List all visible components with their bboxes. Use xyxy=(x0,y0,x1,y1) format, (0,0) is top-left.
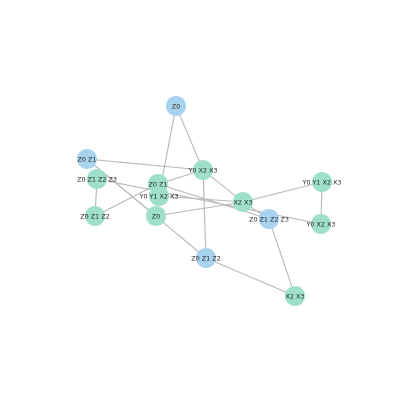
edge-n_z0z1z2_bottom-n_x2x3_bottom xyxy=(205,257,296,297)
node-circle xyxy=(146,206,166,226)
node-circle xyxy=(77,149,97,169)
node-label: Z0 Z1 xyxy=(149,181,168,189)
edge-n_z0z1z2z3_left-n_y0x2x3_right xyxy=(96,178,322,225)
node-circle xyxy=(193,160,213,180)
edge-n_z0_top-n_y0x2x3_top xyxy=(175,105,204,171)
node-label: Z0 Z1 Z2 Z3 xyxy=(77,176,117,184)
edge-n_z0z1_left-n_z0z1z2_bottom xyxy=(86,158,207,259)
node-n_y0x2x3_top: Y0 X2 X3 xyxy=(188,160,218,180)
node-label: Z0 Z1 Z2 xyxy=(191,255,220,263)
node-label: Y0 Y1 X2 X3 xyxy=(139,193,179,201)
node-label: Z0 Z1 xyxy=(78,156,97,164)
node-circle xyxy=(259,209,279,229)
node-label: Z0 xyxy=(152,213,160,221)
node-n_z0z1z2_bottom: Z0 Z1 Z2 xyxy=(191,248,221,268)
node-circle xyxy=(149,186,169,206)
node-circle xyxy=(196,248,216,268)
node-circle xyxy=(87,169,107,189)
node-circle xyxy=(311,214,331,234)
node-n_x2x3_bottom: X2 X3 xyxy=(285,286,305,306)
node-label: Y0 Y1 X2 X3 xyxy=(302,179,342,187)
node-label: Y0 X2 X3 xyxy=(306,221,336,229)
node-label: X2 X3 xyxy=(234,199,253,207)
node-n_z0z1z2z3_left: Z0 Z1 Z2 Z3 xyxy=(77,169,117,189)
node-n_z0z1z2z3_right: Z0 Z1 Z2 Z3 xyxy=(249,209,289,229)
nodes-layer: Z0 Z0 Z1 Z0 Z1 Z2 Z3 Z0 Z1 Y0 Y1 X2 X3 Y0 X2 … xyxy=(77,96,341,306)
node-n_z0z1_left: Z0 Z1 xyxy=(77,149,97,169)
edge-n_x2x3_mid-n_z0_center xyxy=(155,201,244,217)
node-circle xyxy=(312,172,332,192)
edge-n_z0z1_center-n_z0z1z2z3_right xyxy=(157,183,270,220)
edge-n_x2x3_mid-n_y0y1x2x3_center xyxy=(158,195,244,203)
node-n_z0_top: Z0 xyxy=(166,96,186,116)
node-n_z0z1z2_left: Z0 Z1 Z2 xyxy=(80,206,110,226)
node-circle xyxy=(166,96,186,116)
node-label: Z0 Z1 Z2 xyxy=(80,213,109,221)
node-n_y0x2x3_right: Y0 X2 X3 xyxy=(306,214,336,234)
node-circle xyxy=(233,192,253,212)
node-n_z0_center: Z0 xyxy=(146,206,166,226)
edge-n_z0z1_center-n_z0z1z2_left xyxy=(94,183,159,217)
node-label: Y0 X2 X3 xyxy=(188,167,218,175)
node-circle xyxy=(285,286,305,306)
edge-n_z0z1z2z3_right-n_x2x3_bottom xyxy=(268,218,296,297)
node-n_x2x3_mid: X2 X3 xyxy=(233,192,253,212)
edge-n_z0z1_left-n_y0x2x3_top xyxy=(86,158,204,171)
node-n_y0y1x2x3_right: Y0 Y1 X2 X3 xyxy=(302,172,342,192)
edge-n_y0x2x3_top-n_z0z1z2_bottom xyxy=(202,169,207,259)
node-circle xyxy=(85,206,105,226)
node-label: Z0 xyxy=(172,103,180,111)
edge-n_x2x3_mid-n_y0y1x2x3_right xyxy=(242,181,323,203)
node-label: X2 X3 xyxy=(286,293,305,301)
node-n_y0y1x2x3_center: Y0 Y1 X2 X3 xyxy=(139,186,179,206)
node-label: Z0 Z1 Z2 Z3 xyxy=(249,216,289,224)
